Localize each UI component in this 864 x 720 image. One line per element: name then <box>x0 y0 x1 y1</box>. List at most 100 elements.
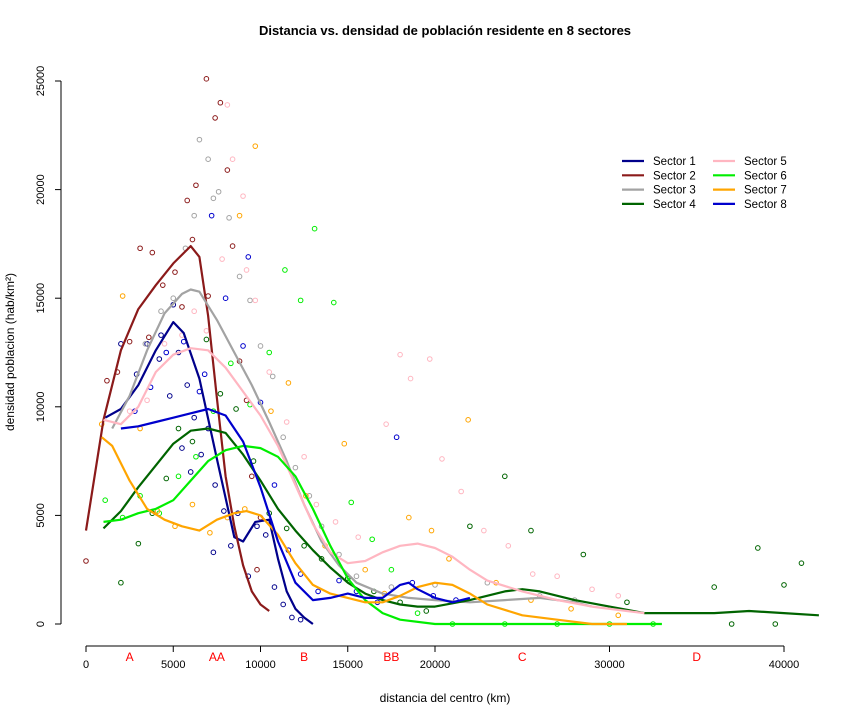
sector-5-point <box>397 351 403 358</box>
y-tick-label: 5000 <box>35 503 47 527</box>
sector-4-point <box>318 556 325 562</box>
sector-4-point <box>772 621 779 627</box>
legend-label: Sector 6 <box>744 170 787 182</box>
sector-7-point <box>119 293 126 299</box>
sector-8-curve <box>120 407 471 604</box>
sector-4-point <box>217 390 224 397</box>
sector-8-point <box>393 434 400 441</box>
sector-1-point <box>187 469 194 475</box>
sector-5-point <box>252 297 259 304</box>
curves-layer <box>84 245 819 626</box>
sector-1-point <box>297 616 304 623</box>
sector-2-point <box>212 115 218 121</box>
sector-5-point <box>144 397 150 404</box>
sector-3-point <box>215 188 222 195</box>
sector-4-point <box>175 425 182 432</box>
sector-5-point <box>505 543 512 549</box>
sector-1-point <box>221 508 227 514</box>
zone-label: A <box>126 650 134 664</box>
sector-5-point <box>161 341 168 347</box>
sector-6-point <box>388 566 395 573</box>
sector-4-point <box>283 525 290 532</box>
sector-5-point <box>283 419 290 425</box>
sector-4-point <box>163 475 170 482</box>
sector-2-point <box>203 76 210 82</box>
chart-title: Distancia vs. densidad de población resi… <box>259 23 631 38</box>
sector-3-point <box>196 136 203 143</box>
sector-7-curve <box>100 436 627 626</box>
sector-6-point <box>414 610 421 616</box>
sector-5-point <box>219 256 225 262</box>
sector-1-point <box>166 393 173 399</box>
sector-4-point <box>301 543 307 549</box>
sector-2-point <box>137 245 143 252</box>
x-tick-label: 15000 <box>332 659 363 671</box>
sector-3-point <box>210 195 217 202</box>
sector-4-point <box>755 545 761 551</box>
sector-1-point <box>254 523 260 530</box>
sector-2-point <box>172 269 178 275</box>
sector-6-point <box>348 499 355 506</box>
sector-2-point <box>104 377 110 384</box>
sector-5-point <box>203 327 210 334</box>
sector-4-point <box>189 438 196 445</box>
sector-7-point <box>568 605 574 612</box>
sector-1-point <box>212 482 218 488</box>
sector-8-point <box>222 295 229 302</box>
sector-1-curve <box>104 321 314 625</box>
sector-7-point <box>615 612 622 619</box>
x-tick-label: 30000 <box>594 659 625 671</box>
sector-3-point <box>269 373 276 380</box>
sector-3-point <box>158 308 164 315</box>
sector-4-point <box>467 523 473 530</box>
sector-3-point <box>170 295 177 302</box>
sector-4-point <box>233 406 239 412</box>
sector-2-point <box>229 243 236 249</box>
legend-label: Sector 3 <box>653 185 696 197</box>
sector-2-point <box>193 182 199 189</box>
sector-8-point <box>208 212 215 219</box>
sector-4-point <box>135 540 142 547</box>
sector-7-point <box>465 417 471 423</box>
sector-5-point <box>191 308 197 315</box>
sector-7-point <box>285 380 292 386</box>
sector-6-curve <box>103 444 662 626</box>
sector-4-point <box>528 527 534 534</box>
sector-5-point <box>481 527 487 534</box>
sector-7-point <box>446 556 452 562</box>
legend-label: Sector 7 <box>744 185 787 197</box>
sector-3-point <box>142 341 149 347</box>
x-axis-label: distancia del centro (km) <box>380 691 511 705</box>
zone-label: C <box>518 650 527 664</box>
sector-3-point <box>292 464 299 471</box>
sector-6-point <box>297 297 304 304</box>
sector-5-point <box>589 586 595 593</box>
sector-8-point <box>163 349 170 356</box>
sector-5-point <box>301 453 307 460</box>
sector-6-point <box>330 299 337 306</box>
sector-5-point <box>383 421 389 427</box>
sector-5-point <box>407 375 414 382</box>
sector-2-point <box>159 282 166 288</box>
sector-4-point <box>798 560 805 566</box>
sector-4-point <box>502 473 508 480</box>
sector-5-point <box>426 356 433 362</box>
sector-8-point <box>315 588 321 595</box>
x-tick-label: 5000 <box>161 659 185 671</box>
sector-6-point <box>175 473 182 480</box>
zone-label: BB <box>383 650 399 664</box>
sector-7-point <box>406 514 412 521</box>
sector-5-point <box>126 408 133 414</box>
sector-1-point <box>271 584 278 590</box>
sector-6-point <box>193 453 199 460</box>
legend-label: Sector 4 <box>653 199 696 211</box>
sector-2-point <box>254 566 260 573</box>
y-tick-label: 0 <box>35 621 47 627</box>
sector-1-point <box>280 601 286 608</box>
sector-7-point <box>268 408 274 414</box>
sector-3-point <box>226 215 232 221</box>
sector-6-point <box>228 360 234 367</box>
zone-labels: A AA B BB C D <box>126 650 702 664</box>
y-axis-label: densidad poblacion (hab/km²) <box>3 273 17 431</box>
